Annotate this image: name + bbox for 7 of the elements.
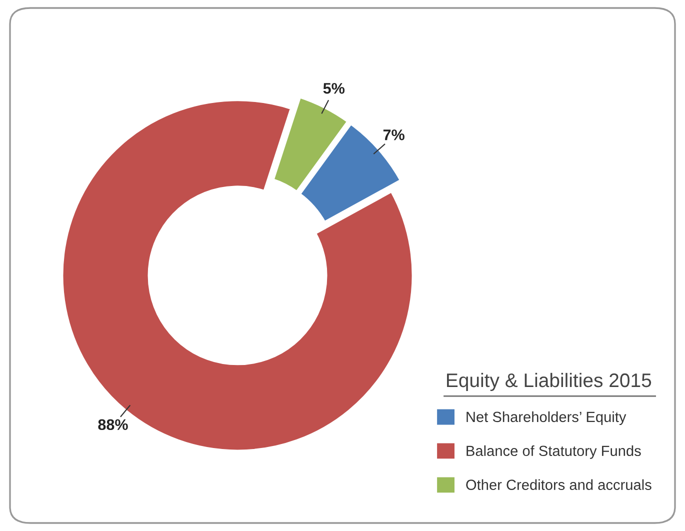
legend-label: Net Shareholders’ Equity bbox=[466, 411, 626, 425]
legend-title: Equity & Liabilities 2015 bbox=[447, 372, 652, 392]
legend-label: Other Creditors and accruals bbox=[466, 479, 652, 490]
legend-label: Balance of Statutory Funds bbox=[466, 445, 641, 459]
data-label: 7% bbox=[383, 129, 404, 140]
data-label: 5% bbox=[323, 82, 345, 94]
data-label: 88% bbox=[98, 419, 128, 430]
